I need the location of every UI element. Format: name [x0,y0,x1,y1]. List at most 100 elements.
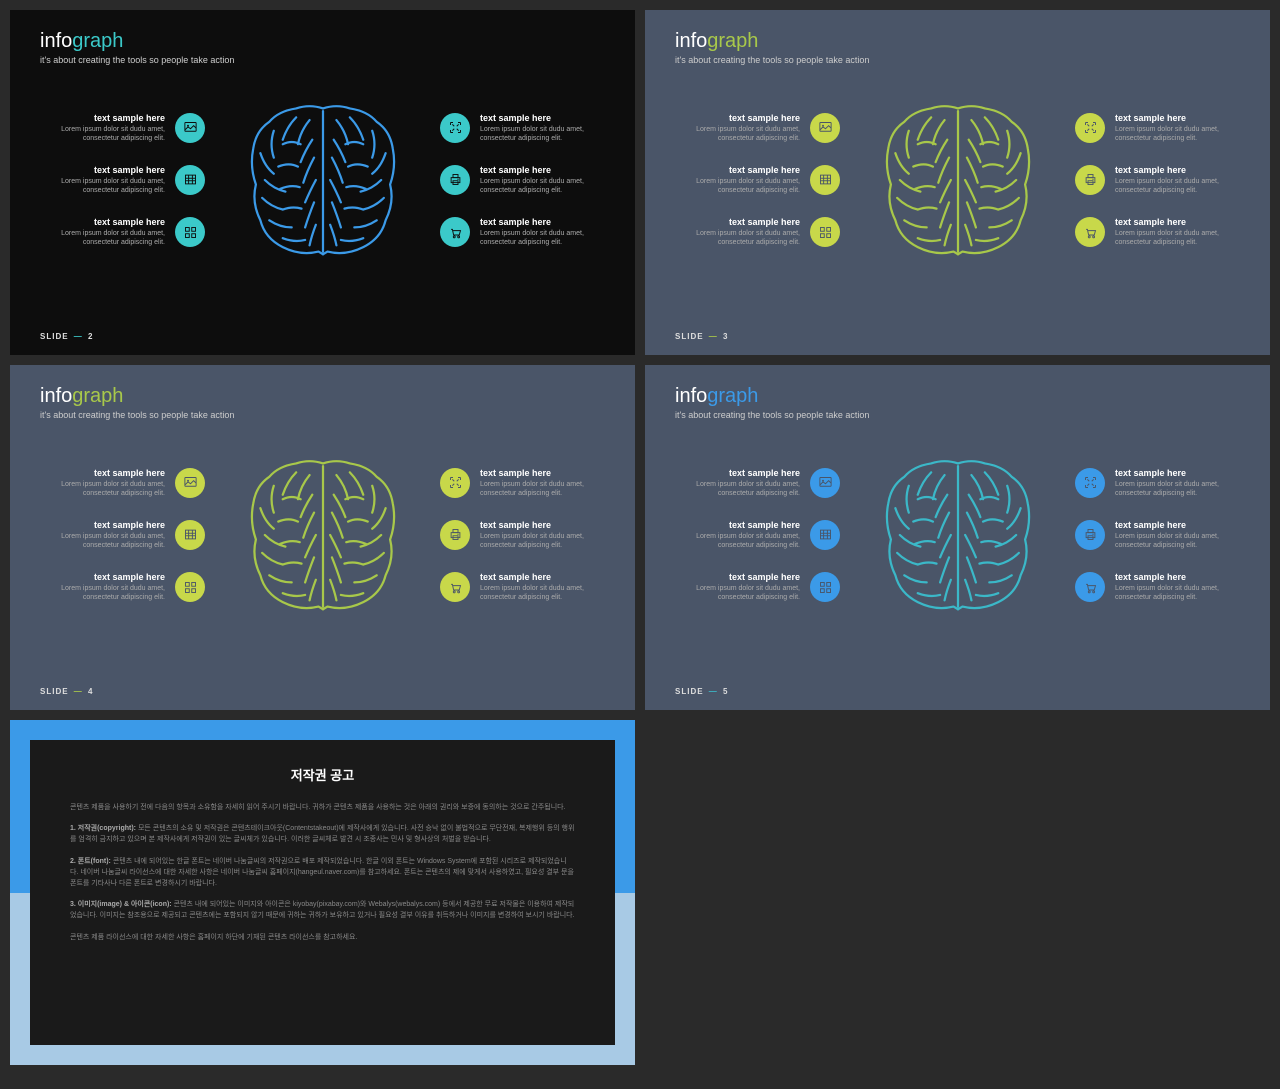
feature-icon [1075,165,1105,195]
feature-icon [175,165,205,195]
feature-item: text sample here Lorem ipsum dolor sit d… [440,468,595,498]
item-desc: Lorem ipsum dolor sit dudu amet, consect… [480,584,595,602]
item-desc: Lorem ipsum dolor sit dudu amet, consect… [480,177,595,195]
feature-icon [1075,520,1105,550]
feature-icon [1075,217,1105,247]
slide-number: SLIDE — 2 [40,332,93,341]
item-desc: Lorem ipsum dolor sit dudu amet, consect… [50,480,165,498]
brain-icon [868,450,1048,620]
feature-icon [175,113,205,143]
item-title: text sample here [1115,468,1230,478]
item-title: text sample here [50,113,165,123]
title-graph: graph [707,30,758,53]
feature-item: text sample here Lorem ipsum dolor sit d… [685,572,840,602]
feature-item: text sample here Lorem ipsum dolor sit d… [685,217,840,247]
copyright-title: 저작권 공고 [70,765,575,784]
item-desc: Lorem ipsum dolor sit dudu amet, consect… [480,125,595,143]
item-title: text sample here [480,113,595,123]
item-title: text sample here [1115,572,1230,582]
slide-number: SLIDE — 3 [675,332,728,341]
feature-icon [1075,468,1105,498]
feature-icon [1075,572,1105,602]
brain-icon [868,95,1048,265]
item-title: text sample here [50,468,165,478]
feature-item: text sample here Lorem ipsum dolor sit d… [685,113,840,143]
subtitle: it's about creating the tools so people … [40,410,605,420]
item-title: text sample here [685,113,800,123]
feature-item: text sample here Lorem ipsum dolor sit d… [440,520,595,550]
left-column: text sample here Lorem ipsum dolor sit d… [685,113,840,248]
feature-item: text sample here Lorem ipsum dolor sit d… [1075,165,1230,195]
brain-icon [233,95,413,265]
feature-item: text sample here Lorem ipsum dolor sit d… [440,113,595,143]
item-title: text sample here [50,165,165,175]
item-title: text sample here [480,165,595,175]
feature-item: text sample here Lorem ipsum dolor sit d… [440,217,595,247]
item-title: text sample here [1115,217,1230,227]
feature-item: text sample here Lorem ipsum dolor sit d… [1075,468,1230,498]
title-info: info [675,385,707,408]
item-title: text sample here [1115,113,1230,123]
item-title: text sample here [1115,165,1230,175]
brain-icon [233,450,413,620]
feature-icon [440,217,470,247]
item-desc: Lorem ipsum dolor sit dudu amet, consect… [685,125,800,143]
feature-icon [440,572,470,602]
title-info: info [40,30,72,53]
left-column: text sample here Lorem ipsum dolor sit d… [50,113,205,248]
feature-item: text sample here Lorem ipsum dolor sit d… [50,217,205,247]
item-desc: Lorem ipsum dolor sit dudu amet, consect… [50,229,165,247]
feature-item: text sample here Lorem ipsum dolor sit d… [50,572,205,602]
feature-item: text sample here Lorem ipsum dolor sit d… [685,520,840,550]
item-title: text sample here [480,217,595,227]
subtitle: it's about creating the tools so people … [675,410,1240,420]
subtitle: it's about creating the tools so people … [40,55,605,65]
left-column: text sample here Lorem ipsum dolor sit d… [50,468,205,603]
item-title: text sample here [50,572,165,582]
feature-icon [175,520,205,550]
title-graph: graph [707,385,758,408]
item-desc: Lorem ipsum dolor sit dudu amet, consect… [50,177,165,195]
feature-icon [440,520,470,550]
infographic-slide: infograph it's about creating the tools … [645,10,1270,355]
feature-icon [440,165,470,195]
item-title: text sample here [685,520,800,530]
item-desc: Lorem ipsum dolor sit dudu amet, consect… [480,480,595,498]
right-column: text sample here Lorem ipsum dolor sit d… [440,113,595,248]
copyright-box: 저작권 공고 콘텐츠 제품을 사용하기 전에 다음의 항목과 소유함을 자세히 … [30,740,615,1045]
feature-item: text sample here Lorem ipsum dolor sit d… [685,468,840,498]
right-column: text sample here Lorem ipsum dolor sit d… [1075,113,1230,248]
right-column: text sample here Lorem ipsum dolor sit d… [440,468,595,603]
item-title: text sample here [685,468,800,478]
feature-icon [810,572,840,602]
feature-icon [810,165,840,195]
feature-item: text sample here Lorem ipsum dolor sit d… [440,572,595,602]
title-info: info [675,30,707,53]
feature-icon [440,468,470,498]
feature-item: text sample here Lorem ipsum dolor sit d… [1075,572,1230,602]
title-info: info [40,385,72,408]
item-desc: Lorem ipsum dolor sit dudu amet, consect… [50,532,165,550]
feature-item: text sample here Lorem ipsum dolor sit d… [1075,520,1230,550]
copyright-p2: 1. 저작권(copyright): 모든 콘텐츠의 소유 및 저작권은 콘텐츠… [70,823,575,845]
feature-item: text sample here Lorem ipsum dolor sit d… [1075,113,1230,143]
item-desc: Lorem ipsum dolor sit dudu amet, consect… [685,177,800,195]
infographic-slide: infograph it's about creating the tools … [10,365,635,710]
item-desc: Lorem ipsum dolor sit dudu amet, consect… [1115,480,1230,498]
left-column: text sample here Lorem ipsum dolor sit d… [685,468,840,603]
item-title: text sample here [1115,520,1230,530]
item-title: text sample here [685,572,800,582]
feature-item: text sample here Lorem ipsum dolor sit d… [50,520,205,550]
title-graph: graph [72,385,123,408]
item-desc: Lorem ipsum dolor sit dudu amet, consect… [685,229,800,247]
item-desc: Lorem ipsum dolor sit dudu amet, consect… [1115,532,1230,550]
item-title: text sample here [50,217,165,227]
slide-number: SLIDE — 5 [675,687,728,696]
feature-icon [440,113,470,143]
infographic-slide: infograph it's about creating the tools … [645,365,1270,710]
item-desc: Lorem ipsum dolor sit dudu amet, consect… [480,229,595,247]
feature-item: text sample here Lorem ipsum dolor sit d… [50,468,205,498]
item-title: text sample here [480,572,595,582]
feature-icon [175,572,205,602]
item-desc: Lorem ipsum dolor sit dudu amet, consect… [685,584,800,602]
